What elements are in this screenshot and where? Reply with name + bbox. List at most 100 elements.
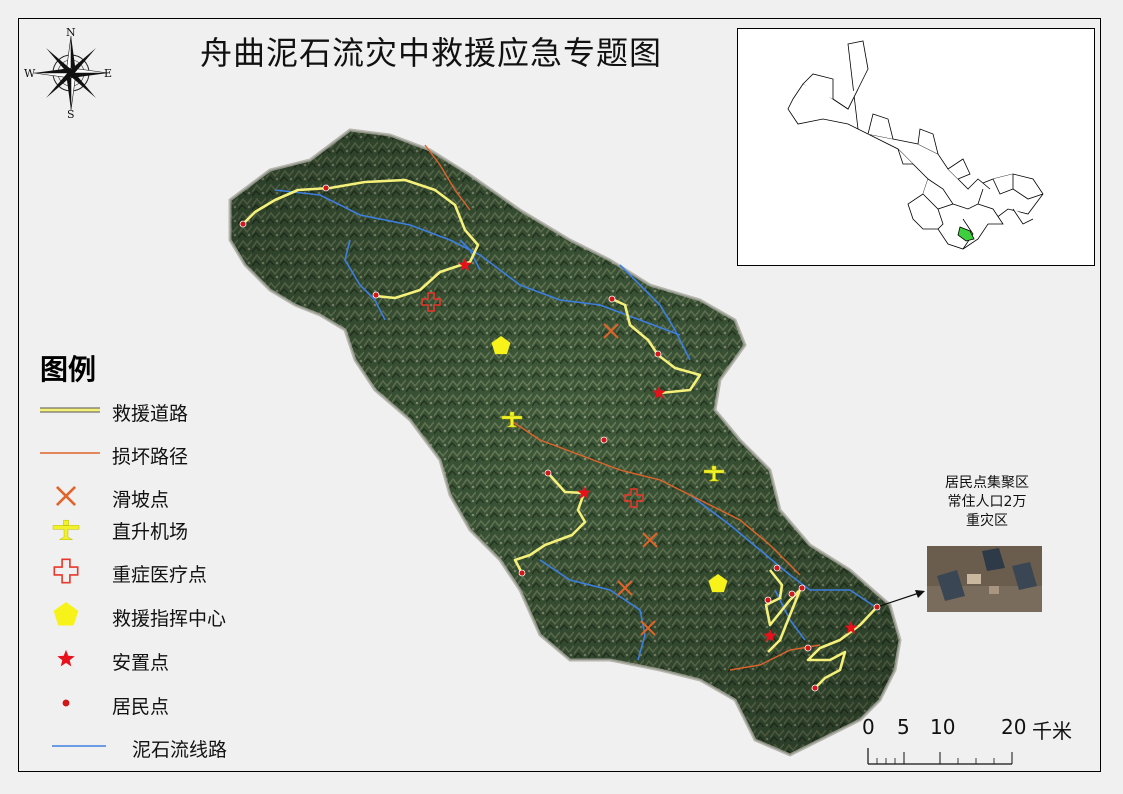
callout-line-1: 居民点集聚区 <box>945 475 1029 491</box>
legend-item: 居民点 <box>0 688 300 718</box>
residential-dot-icon <box>608 295 616 303</box>
medical-cross-icon <box>53 558 79 584</box>
settlement-photo <box>927 546 1042 612</box>
residential-dot-icon <box>322 184 330 192</box>
damaged-road-line <box>509 419 801 576</box>
residential-dot-icon <box>811 684 819 692</box>
legend-item: 重症医疗点 <box>0 556 300 586</box>
rescue-road-line <box>764 569 802 653</box>
landslide-x-icon <box>55 485 77 507</box>
compass-rose-icon <box>33 35 109 111</box>
landslide-x-icon <box>642 532 658 548</box>
legend-item-label: 直升机场 <box>112 521 189 543</box>
residential-dot-icon <box>372 291 380 299</box>
debris-flow-lines <box>274 189 881 661</box>
rescue-road-lines <box>242 178 878 689</box>
resettlement-star-icon <box>577 486 591 499</box>
command-pentagon-icon <box>491 336 511 355</box>
legend-item: 安置点 <box>0 644 300 674</box>
command-pentagon-icon <box>53 602 79 626</box>
scale-tick-20: 20 <box>1001 715 1027 739</box>
map-point-symbols <box>239 184 881 692</box>
legend-item-label: 滑坡点 <box>112 489 170 511</box>
residential-dot-icon <box>804 644 812 652</box>
legend-item-label: 救援道路 <box>112 403 189 425</box>
scale-tick-5: 5 <box>897 715 910 739</box>
resettlement-star-icon <box>57 649 75 667</box>
residential-dot-icon <box>764 596 772 604</box>
scale-bar-graphic <box>867 748 1013 765</box>
compass-n-label: N <box>66 26 76 39</box>
debris-flow-line <box>689 494 881 611</box>
debris-flow-line <box>52 745 106 747</box>
map-frame <box>18 18 1101 772</box>
scale-tick-0: 0 <box>862 715 875 739</box>
residential-dot-icon <box>600 436 608 444</box>
residential-dot-icon <box>798 584 806 592</box>
medical-cross-icon <box>624 488 644 508</box>
command-pentagon-icon <box>53 602 79 626</box>
callout-line-2: 常住人口2万 <box>947 494 1027 510</box>
landslide-x-icon <box>617 580 633 596</box>
rescue-road-line <box>40 407 100 413</box>
callout-arrowhead-icon <box>915 590 925 598</box>
settlement-photo-image <box>927 546 1042 612</box>
residential-dot-icon <box>873 603 881 611</box>
zhouqu-highlight <box>957 226 975 242</box>
landslide-x-icon <box>640 620 656 636</box>
resettlement-star-icon <box>844 621 858 634</box>
legend-item-label: 安置点 <box>112 652 170 674</box>
scale-unit: 千米 <box>1032 719 1072 743</box>
helicopter-plane-icon <box>703 465 725 482</box>
debris-flow-line <box>539 559 646 661</box>
resettlement-star-icon <box>57 649 75 667</box>
legend-item-label: 损坏路径 <box>112 446 189 468</box>
compass-w-label: W <box>24 67 36 80</box>
legend-item: 滑坡点 <box>0 481 300 511</box>
residential-dot-icon <box>239 220 247 228</box>
command-pentagon-icon <box>708 574 728 593</box>
legend-item: 救援道路 <box>0 395 300 425</box>
legend-title: 图例 <box>40 353 97 386</box>
residential-dot-icon <box>773 564 781 572</box>
debris-flow-line <box>344 239 386 321</box>
residential-dot-icon <box>61 698 71 708</box>
legend-item-label: 泥石流线路 <box>132 739 228 761</box>
helicopter-plane-icon <box>52 519 80 540</box>
callout-text: 居民点集聚区 常住人口2万 重灾区 <box>912 474 1062 531</box>
legend-item-label: 重症医疗点 <box>112 564 208 586</box>
residential-dot-icon <box>518 569 526 577</box>
rescue-road-line <box>806 606 878 689</box>
debris-flow-line <box>774 589 806 641</box>
debris-flow-line <box>459 239 481 271</box>
callout-line-3: 重灾区 <box>966 513 1008 529</box>
inset-locator-map <box>737 28 1095 266</box>
compass-e-label: E <box>104 67 113 80</box>
residential-dot-icon <box>544 469 552 477</box>
medical-cross-icon <box>53 558 79 584</box>
damaged-road-line <box>40 452 100 454</box>
compass-s-label: S <box>67 108 75 121</box>
scale-tick-10: 10 <box>930 715 956 739</box>
helicopter-plane-icon <box>501 411 523 428</box>
resettlement-star-icon <box>652 386 666 399</box>
residential-dot-icon <box>654 350 662 358</box>
legend-item-label: 居民点 <box>112 696 170 718</box>
debris-flow-line <box>274 189 681 336</box>
legend-item: 损坏路径 <box>0 438 300 468</box>
rescue-road-line <box>242 178 480 300</box>
resettlement-star-icon <box>763 629 777 642</box>
landslide-x-icon <box>603 323 619 339</box>
inset-province-outline <box>787 40 1044 250</box>
medical-cross-icon <box>421 292 441 312</box>
legend-item-label: 救援指挥中心 <box>112 608 227 630</box>
legend-item: 救援指挥中心 <box>0 600 300 630</box>
callout-arrow <box>879 591 923 607</box>
landslide-x-icon <box>55 485 77 507</box>
residential-dot-icon <box>788 590 796 598</box>
debris-flow-line <box>619 264 691 361</box>
resettlement-star-icon <box>458 258 472 271</box>
legend-item: 泥石流线路 <box>0 731 300 761</box>
damaged-road-line <box>424 144 471 211</box>
